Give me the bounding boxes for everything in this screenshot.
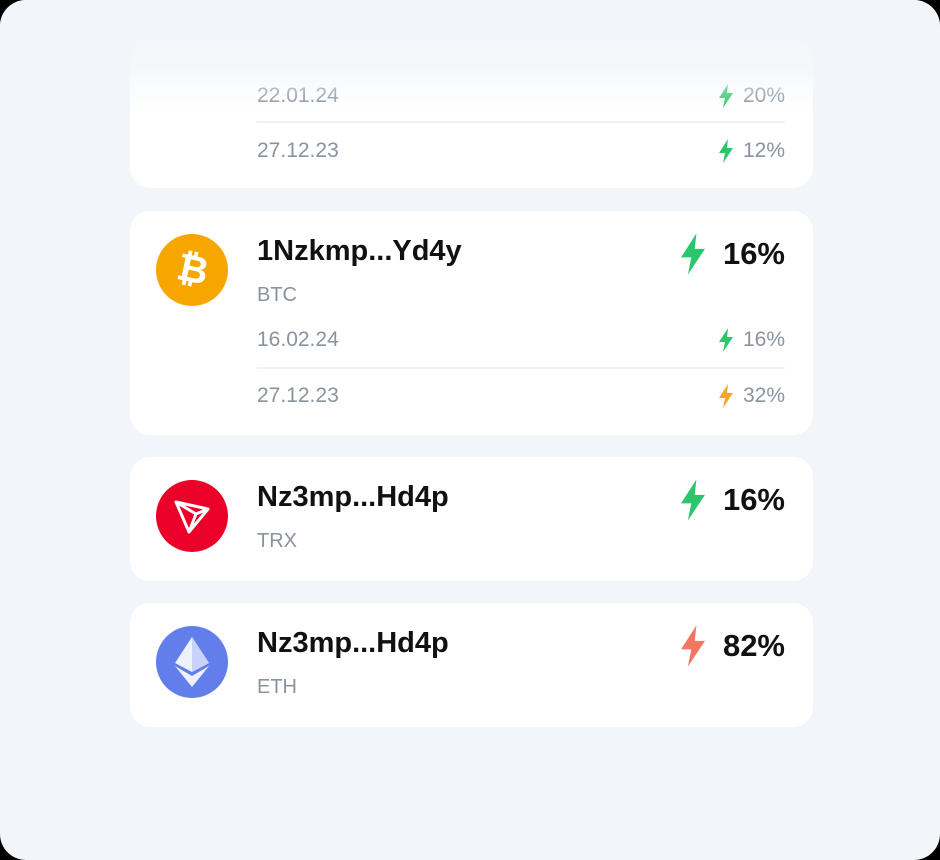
history-value: 12% [742, 139, 785, 162]
coin-symbol: TRX [257, 530, 297, 552]
history-value: 32% [742, 384, 785, 407]
ethereum-icon [156, 626, 228, 698]
tron-icon [156, 480, 228, 552]
history-date: 27.12.23 [257, 384, 339, 407]
bolt-icon [718, 384, 733, 408]
bolt-icon [680, 479, 705, 521]
bolt-icon [718, 139, 733, 163]
percent-value: 16% [722, 236, 785, 271]
history-date: 22.01.24 [257, 84, 339, 107]
wallet-percent: 16% [680, 233, 785, 275]
history-row: 27.12.23 12% [257, 139, 785, 163]
coin-symbol: ETH [257, 676, 297, 698]
wallet-card-btc[interactable]: ₿ 1Nzkmp...Yd4y BTC 16% 16.02.24 16% 27.… [130, 211, 813, 435]
wallet-card-trx[interactable]: Nz3mp...Hd4p TRX 16% [130, 457, 813, 581]
bolt-icon [680, 625, 705, 667]
history-date: 16.02.24 [257, 328, 339, 351]
percent-value: 16% [722, 482, 785, 517]
wallet-percent: 16% [680, 479, 785, 521]
wallet-card-partial[interactable]: 22.01.24 20% 27.12.23 12% [130, 40, 813, 188]
wallet-percent: 82% [680, 625, 785, 667]
wallet-address: Nz3mp...Hd4p [257, 627, 449, 659]
history-value: 20% [742, 84, 785, 107]
wallet-address: 1Nzkmp...Yd4y [257, 235, 462, 267]
divider [257, 121, 785, 123]
bolt-icon [718, 328, 733, 352]
history-date: 27.12.23 [257, 139, 339, 162]
wallet-address: Nz3mp...Hd4p [257, 481, 449, 513]
wallet-card-eth[interactable]: Nz3mp...Hd4p ETH 82% [130, 603, 813, 727]
divider [257, 367, 785, 369]
history-value: 16% [742, 328, 785, 351]
history-row: 27.12.23 32% [257, 384, 785, 408]
bolt-icon [680, 233, 705, 275]
bitcoin-icon: ₿ [156, 234, 228, 306]
history-row: 22.01.24 20% [257, 84, 785, 108]
coin-symbol: BTC [257, 284, 297, 306]
history-row: 16.02.24 16% [257, 328, 785, 352]
percent-value: 82% [722, 628, 785, 663]
bolt-icon [718, 84, 733, 108]
